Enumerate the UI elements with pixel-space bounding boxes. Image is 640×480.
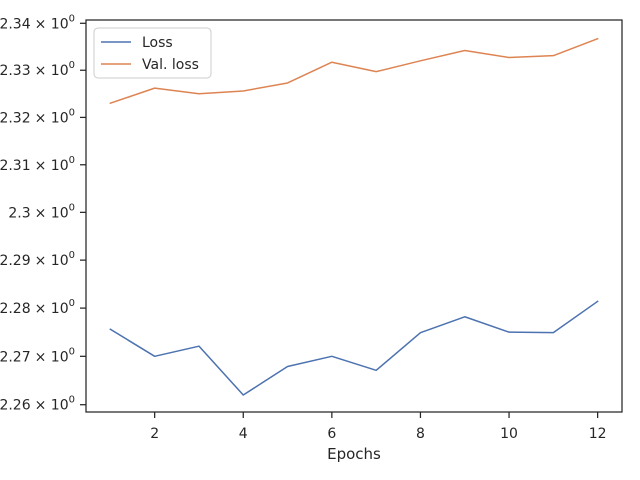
x-axis-label: Epochs: [327, 445, 381, 463]
y-tick-mantissa: 2.27: [0, 349, 31, 365]
y-tick-label: 2.33 × 100: [0, 60, 75, 79]
x-tick-label: 2: [150, 426, 159, 442]
y-tick-label: 2.27 × 100: [0, 346, 75, 365]
y-tick-exponent: 0: [69, 60, 75, 71]
plot-content: [109, 37, 599, 396]
y-tick-exponent: 0: [69, 298, 75, 309]
y-tick-label: 2.32 × 100: [0, 107, 75, 126]
y-tick-base: × 10: [35, 301, 69, 317]
y-tick-label: 2.26 × 100: [0, 395, 75, 414]
y-tick-label: 2.28 × 100: [0, 298, 75, 317]
legend-box: [93, 27, 212, 79]
y-tick-mantissa: 2.32: [0, 110, 31, 126]
y-tick-base: × 10: [35, 205, 69, 221]
y-tick-base: × 10: [35, 253, 69, 269]
legend-label: Val. loss: [142, 57, 199, 73]
y-tick-exponent: 0: [69, 107, 75, 118]
x-tick-label: 10: [500, 426, 518, 442]
y-tick-label: 2.29 × 100: [0, 250, 75, 269]
y-tick-base: × 10: [35, 63, 69, 79]
x-tick-label: 8: [416, 426, 425, 442]
x-tick-label: 4: [239, 426, 248, 442]
y-tick-mantissa: 2.26: [0, 398, 31, 414]
y-tick-base: × 10: [35, 110, 69, 126]
y-tick-label: 2.34 × 100: [0, 13, 75, 32]
x-axis: 2 4 6 8 10 12: [150, 412, 607, 442]
series-line-val-loss: [109, 37, 599, 105]
y-tick-mantissa: 2.3: [8, 205, 30, 221]
y-tick-mantissa: 2.34: [0, 16, 31, 32]
x-tick-label: 6: [327, 426, 336, 442]
x-tick-label: 12: [589, 426, 607, 442]
plot-frame: [85, 19, 623, 413]
y-tick-exponent: 0: [69, 250, 75, 261]
y-tick-mantissa: 2.31: [0, 158, 31, 174]
y-tick-base: × 10: [35, 158, 69, 174]
y-tick-base: × 10: [35, 16, 69, 32]
y-tick-exponent: 0: [69, 13, 75, 24]
y-tick-exponent: 0: [69, 202, 75, 213]
y-tick-label: 2.3 × 100: [8, 202, 75, 221]
y-tick-mantissa: 2.29: [0, 253, 31, 269]
legend-label: Loss: [142, 35, 173, 51]
y-tick-exponent: 0: [69, 346, 75, 357]
y-tick-base: × 10: [35, 398, 69, 414]
y-tick-base: × 10: [35, 349, 69, 365]
y-tick-exponent: 0: [69, 155, 75, 166]
y-tick-mantissa: 2.33: [0, 63, 31, 79]
y-tick-exponent: 0: [69, 395, 75, 406]
series-line-loss: [109, 300, 599, 396]
legend: Loss Val. loss: [93, 27, 212, 79]
y-tick-mantissa: 2.28: [0, 301, 31, 317]
y-tick-label: 2.31 × 100: [0, 155, 75, 174]
